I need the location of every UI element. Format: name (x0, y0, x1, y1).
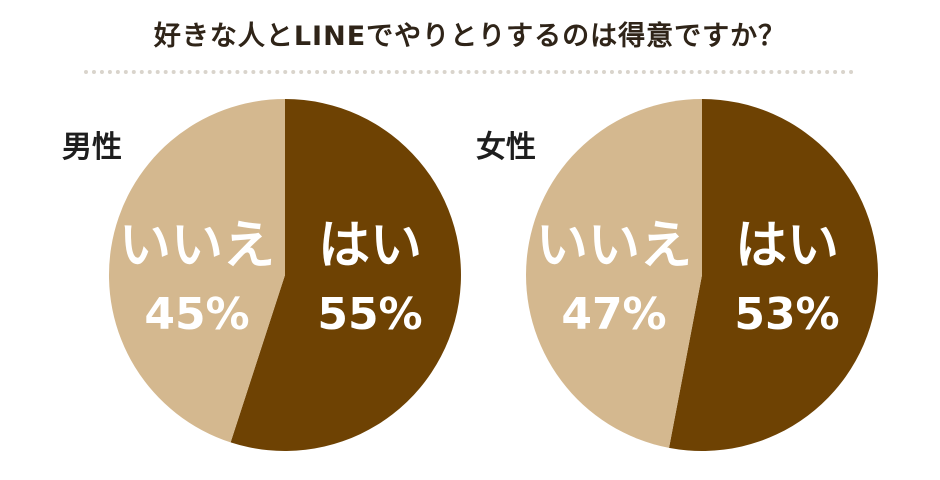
panel-label-female: 女性 (476, 130, 536, 165)
pie-slice-yes (669, 99, 879, 451)
pie-slice-no (526, 99, 702, 448)
slice-label-no: いいえ (536, 216, 692, 276)
slice-value-no: 45% (144, 289, 249, 340)
panel-label-male: 男性 (62, 130, 122, 165)
slice-label-yes: はい (318, 216, 422, 276)
slice-value-no: 47% (561, 289, 666, 340)
chart-title: 好きな人とLINEでやりとりするのは得意ですか？ (153, 21, 787, 52)
slice-value-yes: 55% (317, 289, 422, 340)
pie-slice-no (108, 99, 285, 443)
slice-label-no: いいえ (119, 216, 275, 276)
pie-slice-yes (230, 99, 461, 451)
slice-value-yes: 53% (734, 289, 839, 340)
slice-label-yes: はい (735, 216, 839, 276)
title-divider (84, 70, 854, 74)
